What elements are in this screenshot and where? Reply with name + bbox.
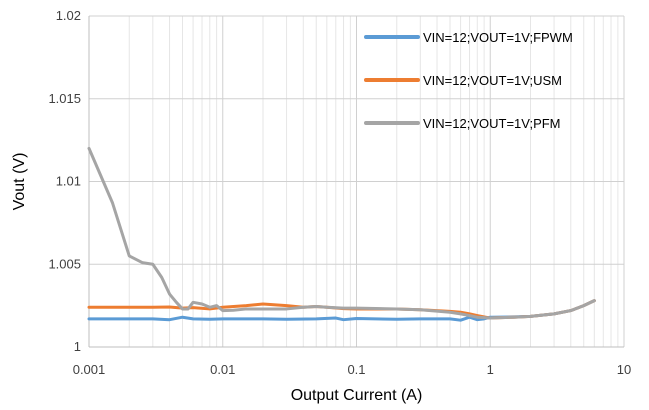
x-tick-label: 0.1	[347, 362, 365, 377]
x-tick-label: 10	[617, 362, 631, 377]
y-tick-label: 1	[74, 339, 81, 354]
y-tick-label: 1.015	[48, 91, 81, 106]
series-lines	[87, 146, 596, 322]
legend-label: VIN=12;VOUT=1V;FPWM	[423, 30, 573, 45]
y-axis-title: Vout (V)	[11, 153, 28, 211]
legend: VIN=12;VOUT=1V;FPWM VIN=12;VOUT=1V;USM VIN…	[364, 30, 573, 131]
series-line-3	[87, 146, 596, 320]
y-tick-label: 1.02	[56, 8, 81, 23]
legend-label: VIN=12;VOUT=1V;USM	[423, 73, 562, 88]
y-tick-label: 1.005	[48, 256, 81, 271]
x-tick-label: 0.01	[210, 362, 235, 377]
x-tick-label: 1	[487, 362, 494, 377]
x-tick-label: 0.001	[73, 362, 106, 377]
legend-label: VIN=12;VOUT=1V;PFM	[423, 116, 561, 131]
tick-labels: 0.001 0.01 0.1 1 10 1 1.005 1.01 1.015 1.02	[48, 8, 631, 377]
y-tick-label: 1.01	[56, 174, 81, 189]
x-axis-title: Output Current (A)	[291, 387, 423, 404]
axes	[88, 16, 624, 348]
